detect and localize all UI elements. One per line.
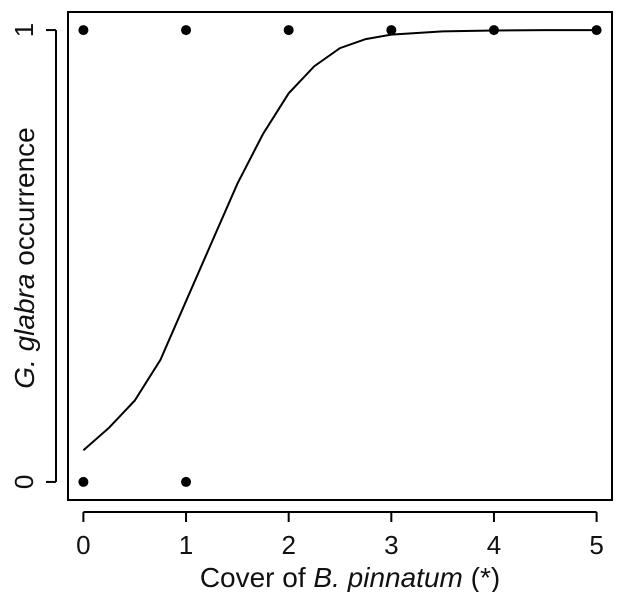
- y-axis: 01: [9, 23, 57, 489]
- plot-border: [67, 11, 613, 501]
- data-point: [181, 25, 192, 36]
- x-tick-label: 0: [76, 530, 90, 560]
- plot-frame: [67, 11, 613, 501]
- y-tick-label: 1: [9, 23, 39, 37]
- fitted-curve-line: [82, 29, 597, 452]
- data-point: [181, 476, 192, 487]
- data-point: [488, 25, 499, 36]
- x-tick-label: 5: [589, 530, 603, 560]
- y-axis-title: G. glabra occurrence: [9, 127, 40, 388]
- data-point: [591, 25, 602, 36]
- data-point: [78, 476, 89, 487]
- data-points: [78, 25, 602, 487]
- x-tick-label: 1: [179, 530, 193, 560]
- x-tick-label: 4: [487, 530, 501, 560]
- x-axis-title: Cover of B. pinnatum (*): [200, 562, 500, 592]
- x-tick-label: 2: [281, 530, 295, 560]
- x-axis: 0 1 2 3 4 5: [76, 511, 604, 560]
- data-point: [283, 25, 294, 36]
- data-point: [78, 25, 89, 36]
- data-point: [386, 25, 397, 36]
- x-tick-label: 3: [384, 530, 398, 560]
- y-tick-label: 0: [9, 475, 39, 489]
